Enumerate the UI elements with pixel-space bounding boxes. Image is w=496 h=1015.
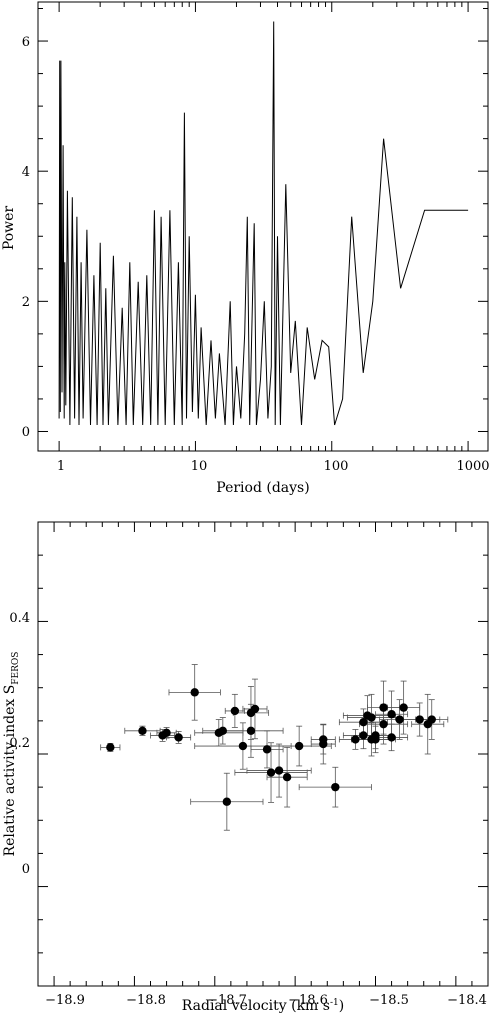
- scatter-data-point: [367, 713, 376, 722]
- scatter-x-tick-label-18.5: −18.5: [369, 993, 409, 1008]
- periodogram-y-tick-label-6: 6: [22, 35, 30, 50]
- periodogram-y-tick-label-2: 2: [22, 295, 30, 310]
- scatter-x-tick-label-18.7: −18.7: [207, 993, 247, 1008]
- scatter-y-axis-label: Relative activity index SFEROS: [2, 652, 21, 857]
- scatter-x-axis-label: Radial velocity (km s-1): [182, 998, 344, 1014]
- scatter-data-point: [379, 703, 388, 712]
- periodogram-plot-frame: [37, 1, 489, 452]
- periodogram-ticks: [38, 2, 488, 451]
- scatter-x-tick-label-18.4: −18.4: [447, 993, 487, 1008]
- scatter-data-point: [351, 735, 360, 744]
- scatter-y-tick-label-0: 0: [22, 862, 30, 877]
- scatter-data-point: [218, 726, 228, 735]
- scatter-data-point: [266, 768, 276, 777]
- scatter-y-tick-label-0.2: 0.2: [9, 736, 30, 751]
- scatter-data-point: [415, 715, 424, 724]
- scatter-data-point: [395, 715, 404, 724]
- scatter-data-point: [230, 706, 240, 716]
- scatter-x-tick-label-18.9: −18.9: [45, 993, 85, 1008]
- periodogram-y-tick-label-0: 0: [22, 425, 30, 440]
- scatter-data-point: [138, 726, 147, 735]
- periodogram-x-tick-label-10: 10: [191, 459, 208, 474]
- scatter-x-tick-label-18.8: −18.8: [126, 993, 166, 1008]
- periodogram-x-tick-label-100: 100: [324, 459, 349, 474]
- periodogram-power-line: [58, 21, 469, 426]
- scatter-data-point: [379, 719, 388, 729]
- scatter-data-point: [238, 741, 248, 751]
- periodogram-x-tick-label-1000: 1000: [456, 459, 489, 474]
- scatter-data-point: [190, 688, 199, 697]
- periodogram-panel: 1 10 100 1000 0 2 4 6 Period (days) Powe…: [1, 1, 490, 496]
- scatter-data-point: [294, 741, 304, 751]
- activity-scatter-panel: −18.9 −18.8 −18.7 −18.6 −18.5 −18.4 0 0.…: [2, 521, 489, 1014]
- periodogram-x-tick-label-1: 1: [57, 459, 65, 474]
- scatter-plot-frame: [37, 521, 489, 987]
- scatter-data-point: [387, 733, 396, 742]
- scatter-data-point: [246, 726, 256, 735]
- scatter-data-point: [427, 715, 436, 724]
- scatter-y-tick-label-0.4: 0.4: [9, 611, 30, 626]
- scatter-data-point: [250, 704, 260, 714]
- periodogram-y-tick-label-4: 4: [22, 165, 30, 180]
- scatter-points: [100, 664, 449, 831]
- scatter-data-point: [282, 773, 292, 782]
- scatter-data-point: [399, 703, 408, 712]
- scatter-data-point: [331, 782, 340, 792]
- scatter-data-point: [387, 710, 396, 719]
- scatter-data-point: [319, 735, 328, 744]
- scatter-data-point: [262, 745, 272, 754]
- scatter-data-point: [359, 717, 368, 727]
- scatter-data-point: [371, 735, 380, 744]
- scatter-data-point: [274, 766, 284, 775]
- scatter-data-point: [162, 728, 171, 737]
- scatter-data-point: [359, 731, 368, 740]
- scatter-data-point: [222, 797, 232, 806]
- periodogram-x-axis-label: Period (days): [216, 480, 309, 496]
- scatter-data-point: [174, 733, 183, 742]
- scatter-ticks: [37, 521, 489, 987]
- periodogram-series: [58, 21, 469, 426]
- periodogram-y-axis-label: Power: [1, 206, 17, 251]
- scatter-x-tick-label-18.6: −18.6: [288, 993, 328, 1008]
- scatter-data-point: [106, 743, 115, 752]
